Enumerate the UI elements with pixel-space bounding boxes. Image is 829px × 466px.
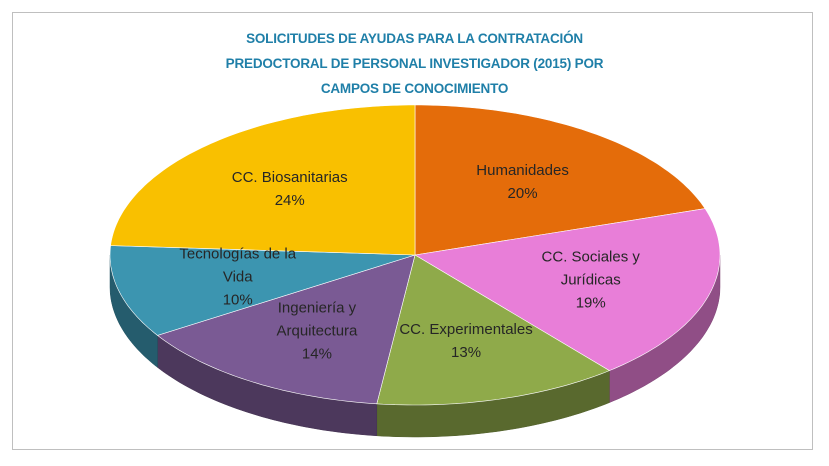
chart-title: SOLICITUDES DE AYUDAS PARA LA CONTRATACI…	[225, 31, 604, 96]
value-label: 14%	[301, 345, 332, 363]
category-label: CC. Biosanitarias	[231, 169, 348, 187]
value-label: 20%	[507, 185, 538, 203]
slice	[110, 104, 416, 256]
category-label: Tecnologías de la Vida	[179, 245, 297, 286]
category-label: Humanidades	[476, 162, 569, 180]
category-label: CC. Sociales y Jurídicas	[541, 248, 640, 289]
chart-frame	[12, 12, 813, 450]
slice	[414, 104, 706, 256]
value-label: 24%	[274, 192, 305, 210]
slice-label: Tecnologías de la Vida 10%	[168, 243, 308, 312]
slice-label: Humanidades 20%	[453, 159, 593, 205]
slice-label: CC. Sociales y Jurídicas 19%	[521, 246, 661, 315]
value-label: 13%	[451, 344, 482, 362]
category-label: Ingeniería y Arquitectura	[276, 299, 358, 340]
value-label: 19%	[575, 294, 606, 312]
title-box: SOLICITUDES DE AYUDAS PARA LA CONTRATACI…	[0, 26, 829, 101]
slice	[376, 254, 611, 406]
slice	[414, 208, 721, 371]
slice	[109, 245, 416, 336]
slice	[156, 254, 416, 405]
slice-label: CC. Experimentales 13%	[396, 318, 536, 364]
category-label: CC. Experimentales	[399, 321, 533, 339]
slice-label: CC. Biosanitarias 24%	[220, 166, 360, 212]
slice-label: Ingeniería y Arquitectura 14%	[247, 296, 387, 365]
value-label: 10%	[222, 291, 253, 309]
